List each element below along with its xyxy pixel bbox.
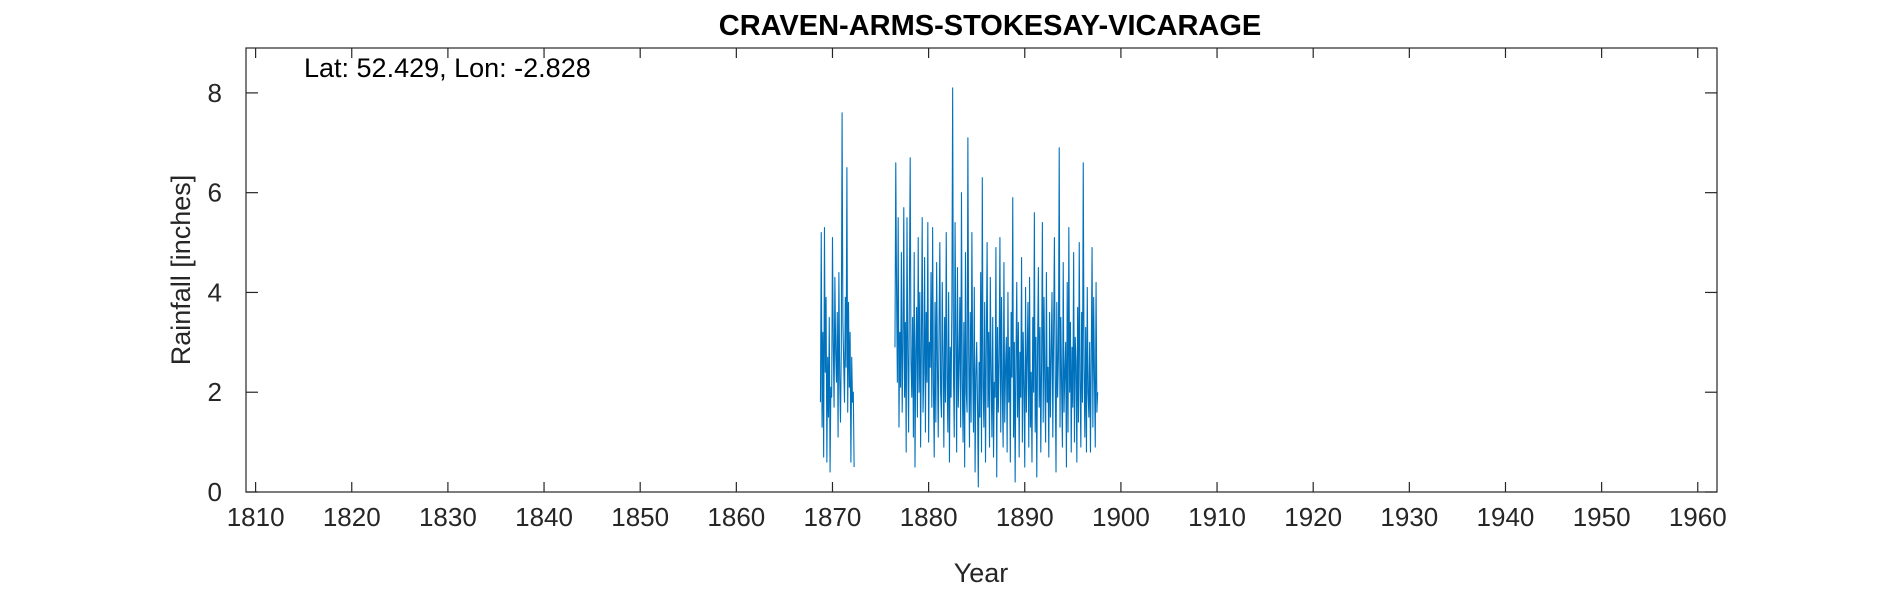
x-tick-label: 1910 (1188, 502, 1246, 532)
y-tick-label: 0 (208, 477, 222, 507)
rainfall-series-line (819, 112, 855, 473)
y-tick-label: 4 (208, 277, 222, 307)
x-tick-label: 1870 (804, 502, 862, 532)
x-tick-label: 1840 (515, 502, 573, 532)
x-tick-label: 1900 (1092, 502, 1150, 532)
x-tick-label: 1960 (1669, 502, 1727, 532)
x-tick-label: 1820 (323, 502, 381, 532)
y-tick-label: 2 (208, 377, 222, 407)
x-tick-label: 1830 (419, 502, 477, 532)
y-tick-label: 8 (208, 78, 222, 108)
rainfall-series-line (894, 87, 1099, 488)
x-tick-label: 1810 (227, 502, 285, 532)
x-tick-label: 1880 (900, 502, 958, 532)
x-tick-label: 1850 (611, 502, 669, 532)
x-tick-label: 1890 (996, 502, 1054, 532)
plot-frame (245, 47, 1718, 493)
x-axis-ticks: 1810 1820 1830 1840 1850 1860 1870 1880 1890 1900… (227, 48, 1727, 532)
x-tick-label: 1940 (1477, 502, 1535, 532)
y-tick-label: 6 (208, 178, 222, 208)
x-tick-label: 1860 (707, 502, 765, 532)
x-tick-label: 1930 (1380, 502, 1438, 532)
x-axis-label: Year (954, 558, 1009, 588)
y-axis-ticks: 0 2 4 6 8 (208, 78, 1717, 507)
x-tick-label: 1950 (1573, 502, 1631, 532)
y-axis-label: Rainfall [inches] (166, 175, 196, 366)
x-tick-label: 1920 (1284, 502, 1342, 532)
chart-title: CRAVEN-ARMS-STOKESAY-VICARAGE (719, 10, 1261, 42)
rainfall-series (819, 87, 1099, 488)
